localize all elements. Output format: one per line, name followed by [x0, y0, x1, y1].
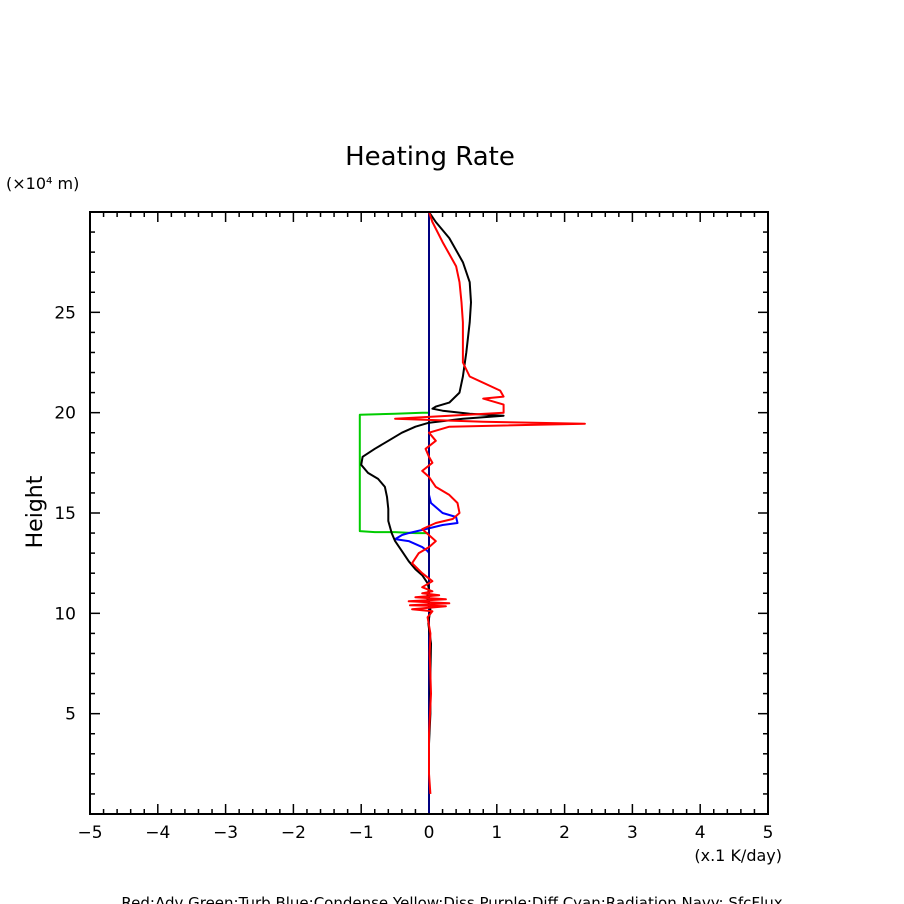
- plot-frame: [89, 211, 769, 815]
- y-tick-label: 10: [54, 604, 76, 624]
- y-axis-label: Height: [23, 475, 48, 548]
- y-tick-label: 20: [54, 404, 76, 424]
- series-line-turb: [358, 411, 429, 535]
- y-tick-label: 15: [54, 504, 76, 524]
- x-axis-label: (x.1 K/day): [694, 846, 782, 865]
- x-tick-label: 4: [695, 823, 706, 843]
- legend-text: Red:Adv Green:Turb Blue:Condense Yellow:…: [121, 894, 782, 904]
- x-tick-label: −1: [349, 823, 374, 843]
- series-line-adv: [394, 211, 586, 794]
- axis-ticks: −5 −4 −3 −2 −1 0 1 2 3 4 5 5 10 15 20 25: [54, 212, 773, 843]
- chart-title: Heating Rate: [345, 142, 515, 172]
- y-tick-label: 25: [54, 303, 76, 323]
- x-tick-label: 0: [424, 823, 435, 843]
- x-tick-label: −4: [145, 823, 170, 843]
- series-line-condense: [394, 494, 459, 554]
- x-tick-label: 2: [559, 823, 570, 843]
- x-tick-label: −2: [281, 823, 306, 843]
- y-tick-label: 5: [65, 705, 76, 725]
- series-line-total: [360, 211, 505, 744]
- x-tick-label: −5: [77, 823, 102, 843]
- x-tick-label: 5: [763, 823, 774, 843]
- series-layer: [358, 211, 586, 814]
- x-tick-label: 3: [627, 823, 638, 843]
- y-axis-unit: (×10⁴ m): [6, 174, 79, 193]
- x-tick-label: −3: [213, 823, 238, 843]
- x-tick-label: 1: [491, 823, 502, 843]
